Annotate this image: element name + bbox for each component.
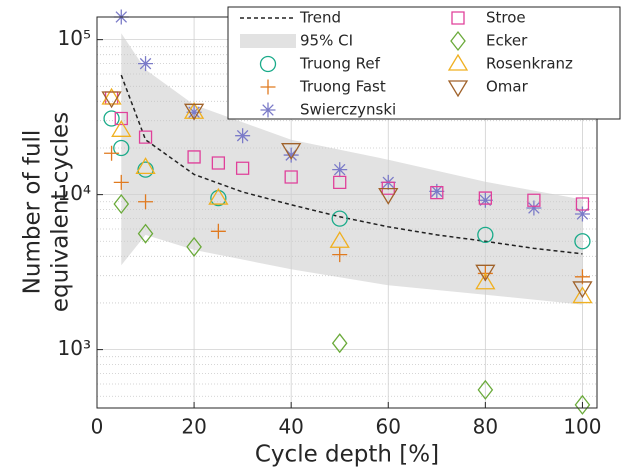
data-point xyxy=(186,104,202,120)
data-point xyxy=(103,110,120,127)
data-point xyxy=(526,200,542,216)
legend-symbol xyxy=(450,30,466,52)
legend-symbol xyxy=(447,80,469,98)
data-point xyxy=(572,286,593,304)
data-point xyxy=(333,175,347,190)
x-tick-label: 100 xyxy=(563,415,601,439)
data-point xyxy=(574,206,590,222)
data-point xyxy=(186,236,202,257)
legend-symbol xyxy=(451,11,465,25)
data-point xyxy=(284,170,298,184)
data-point xyxy=(329,231,350,248)
data-point xyxy=(111,120,132,137)
data-point xyxy=(211,156,226,170)
x-tick-label: 80 xyxy=(473,415,498,439)
y-axis-label: equivalent cycles xyxy=(48,112,74,312)
y-tick-label: 10⁴ xyxy=(58,181,91,205)
data-point xyxy=(527,193,541,207)
data-point xyxy=(281,143,302,160)
legend-box xyxy=(227,6,621,120)
data-point xyxy=(101,91,122,109)
data-point xyxy=(137,223,154,244)
data-point xyxy=(378,187,399,205)
data-point xyxy=(429,183,445,199)
data-point xyxy=(477,379,494,400)
legend-symbol xyxy=(447,53,469,71)
data-point xyxy=(138,56,154,72)
legend: Trend 95% CI Truong Ref Truong Fast Swierczy… xyxy=(227,6,621,120)
legend-label: Truong Fast xyxy=(299,78,386,96)
data-point xyxy=(183,103,205,121)
x-tick-label: 60 xyxy=(376,415,401,439)
legend-label: Rosenkranz xyxy=(486,55,573,73)
data-point xyxy=(187,150,201,164)
x-axis-label: Cycle depth [%] xyxy=(255,442,439,468)
data-point xyxy=(572,281,593,299)
data-point xyxy=(138,130,153,144)
data-point xyxy=(575,197,590,211)
legend-label: Swierczynski xyxy=(300,101,396,119)
data-point xyxy=(478,191,492,205)
data-point xyxy=(113,139,130,157)
y-tick-label: 10³ xyxy=(58,336,91,360)
legend-label: Stroe xyxy=(486,9,526,27)
data-point xyxy=(113,174,129,190)
data-point xyxy=(113,193,130,215)
data-point xyxy=(104,145,120,161)
data-point xyxy=(332,162,348,178)
ci-band xyxy=(121,33,583,305)
data-point xyxy=(332,247,348,263)
data-point xyxy=(331,210,348,227)
trend-line xyxy=(120,74,583,255)
x-tick-label: 40 xyxy=(278,415,303,439)
data-point xyxy=(475,264,496,282)
legend-label: Truong Ref xyxy=(299,55,381,73)
data-point xyxy=(283,147,299,163)
y-axis-label: Number of full xyxy=(20,130,46,295)
legend-label: 95% CI xyxy=(300,32,353,50)
data-point xyxy=(331,333,348,354)
data-point xyxy=(135,157,156,174)
data-point xyxy=(430,185,444,200)
legend-label: Trend xyxy=(299,9,341,27)
x-tick-label: 20 xyxy=(181,415,206,439)
data-point xyxy=(208,187,229,205)
legend-symbol xyxy=(260,102,276,118)
data-point xyxy=(210,223,226,239)
legend-label: Omar xyxy=(486,78,529,96)
data-point xyxy=(104,91,119,105)
data-point xyxy=(114,111,128,126)
data-point xyxy=(101,87,122,105)
y-tick-label: 10⁵ xyxy=(58,26,91,50)
data-point xyxy=(235,161,250,175)
data-point xyxy=(475,272,496,290)
legend-symbol xyxy=(260,79,276,95)
data-point xyxy=(477,192,493,208)
x-tick-label: 0 xyxy=(91,415,104,439)
data-point xyxy=(235,128,251,144)
legend-symbol xyxy=(240,34,296,48)
data-point xyxy=(477,226,494,243)
data-point xyxy=(574,233,591,250)
legend-label: Ecker xyxy=(486,32,528,50)
data-point xyxy=(138,194,154,210)
legend-symbol xyxy=(259,55,277,73)
data-point xyxy=(574,394,591,415)
